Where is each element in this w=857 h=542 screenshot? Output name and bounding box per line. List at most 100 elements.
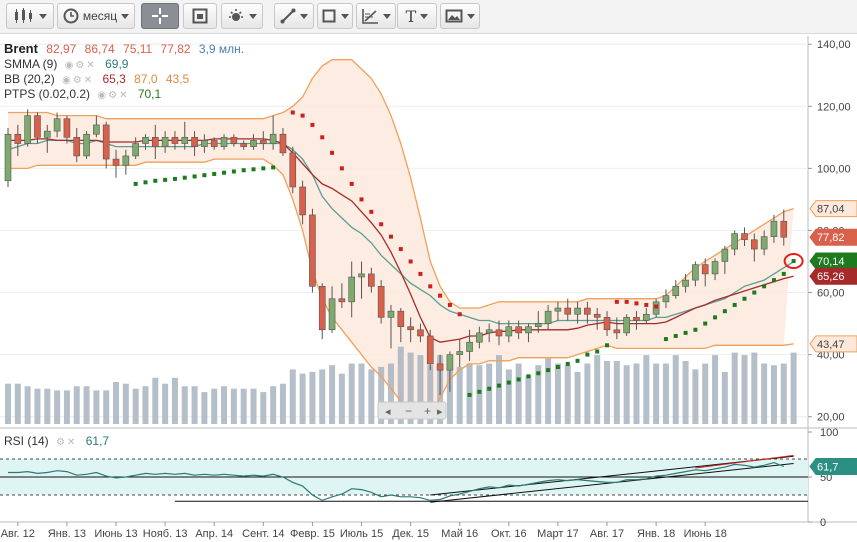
ptps-dot bbox=[261, 166, 266, 171]
text-tool-label: T bbox=[405, 6, 417, 26]
ptps-dot bbox=[644, 302, 649, 307]
candle bbox=[692, 261, 699, 287]
ptps-dot bbox=[624, 299, 629, 304]
ptps-dot bbox=[330, 150, 335, 155]
candle-body bbox=[191, 137, 198, 147]
candle-body bbox=[387, 310, 395, 318]
volume-bar bbox=[486, 363, 493, 424]
price-tag-label: 61,7 bbox=[817, 461, 838, 473]
period-selector[interactable]: месяц bbox=[57, 3, 135, 29]
candle-body bbox=[701, 264, 709, 275]
candle-body bbox=[446, 354, 454, 371]
candle-body bbox=[279, 133, 287, 154]
ptps-dot bbox=[222, 170, 227, 175]
price-tag-ptps: 70,14 bbox=[809, 252, 857, 270]
candle-body bbox=[780, 220, 788, 238]
candle bbox=[574, 301, 581, 324]
ptps-dot bbox=[605, 343, 610, 348]
zoom-in-icon[interactable]: + bbox=[424, 404, 431, 418]
candle-body bbox=[407, 326, 414, 331]
image-icon bbox=[445, 9, 463, 23]
candle bbox=[397, 308, 405, 343]
ptps-dot bbox=[271, 165, 276, 170]
volume-bar bbox=[211, 388, 218, 424]
text-tool-button[interactable]: T bbox=[397, 3, 437, 29]
volume-bar bbox=[5, 383, 11, 424]
price-chart[interactable]: 140,00120,00100,0080,0060,0040,0020,0010… bbox=[0, 36, 857, 542]
volume-bar bbox=[122, 383, 129, 424]
candle-body bbox=[456, 351, 464, 355]
ptps-dot bbox=[398, 247, 403, 252]
candle-body bbox=[574, 307, 581, 315]
price-tick-label: 60,00 bbox=[817, 288, 845, 300]
price-tag-bb-upper: 87,04 bbox=[809, 200, 857, 218]
zoom-controls[interactable]: ◂ − + ▸ bbox=[377, 401, 447, 420]
volume-bar bbox=[564, 365, 571, 424]
volume-bar bbox=[662, 363, 669, 424]
candle-body bbox=[318, 286, 326, 331]
volume-bar bbox=[505, 369, 512, 424]
symbol-name: Brent bbox=[4, 41, 38, 56]
draw-line-button[interactable] bbox=[274, 3, 314, 29]
candle-body bbox=[426, 335, 434, 365]
indicator-controls-icon[interactable]: ⚙✕ bbox=[56, 437, 78, 448]
draw-shape-button[interactable] bbox=[317, 3, 353, 29]
candle bbox=[309, 208, 316, 293]
indicators-button[interactable] bbox=[221, 3, 263, 29]
candle-body bbox=[731, 233, 738, 250]
ptps-dot bbox=[771, 278, 776, 283]
volume-bar bbox=[790, 352, 797, 424]
chart-type-button[interactable] bbox=[6, 3, 54, 29]
volume-bar bbox=[34, 388, 41, 424]
volume-bar bbox=[682, 361, 689, 424]
zoom-out-icon[interactable]: − bbox=[405, 404, 412, 418]
fibonacci-button[interactable] bbox=[356, 3, 396, 29]
volume-bar bbox=[132, 388, 139, 424]
ptps-dot bbox=[339, 166, 344, 171]
price-tick-label: 20,00 bbox=[817, 412, 845, 424]
chevron-down-icon bbox=[39, 13, 47, 19]
volume-bar bbox=[751, 352, 758, 424]
ptps-dot bbox=[349, 181, 354, 186]
price-tag-shape bbox=[809, 457, 857, 475]
candle bbox=[701, 258, 709, 287]
candle bbox=[250, 134, 257, 150]
price-tag-rsi: 61,7 bbox=[809, 457, 857, 475]
candle-body bbox=[760, 236, 768, 250]
volume-bar bbox=[761, 363, 768, 424]
chart-frame-button[interactable] bbox=[183, 3, 217, 29]
indicator-controls-icon[interactable]: ◉⚙✕ bbox=[64, 60, 97, 71]
ptps-dot bbox=[153, 178, 158, 183]
candle bbox=[161, 131, 169, 153]
volume-bar bbox=[338, 373, 345, 424]
indicator-controls-icon[interactable]: ◉⚙✕ bbox=[97, 90, 130, 101]
scroll-left-icon[interactable]: ◂ bbox=[385, 406, 391, 418]
scroll-right-icon[interactable]: ▸ bbox=[437, 406, 443, 418]
volume-bar bbox=[643, 355, 650, 424]
indicator-controls-icon[interactable]: ◉⚙✕ bbox=[62, 75, 95, 86]
candle bbox=[525, 323, 532, 343]
ptps-dot bbox=[408, 259, 413, 264]
image-tool-button[interactable] bbox=[440, 3, 480, 29]
candle bbox=[358, 261, 365, 299]
rectangle-tool-icon bbox=[322, 9, 336, 23]
ptps-dot bbox=[192, 174, 197, 179]
volume-bar bbox=[712, 355, 719, 424]
candle bbox=[142, 134, 149, 150]
candle-body bbox=[250, 140, 257, 147]
volume-bar bbox=[299, 373, 306, 424]
ptps-dot bbox=[487, 386, 492, 391]
volume-bar bbox=[201, 392, 208, 424]
ptps-dot bbox=[202, 173, 207, 178]
ptps-dot bbox=[585, 352, 590, 357]
candle-body bbox=[181, 137, 189, 144]
crosshair-button[interactable] bbox=[141, 3, 179, 29]
volume-bar bbox=[378, 366, 385, 424]
candle-body bbox=[63, 118, 71, 138]
candle bbox=[152, 124, 159, 160]
candle-body bbox=[4, 133, 12, 182]
chevron-down-icon bbox=[467, 13, 475, 19]
candle bbox=[299, 180, 306, 225]
ptps-dot bbox=[516, 377, 521, 382]
volume-bar bbox=[73, 386, 80, 424]
